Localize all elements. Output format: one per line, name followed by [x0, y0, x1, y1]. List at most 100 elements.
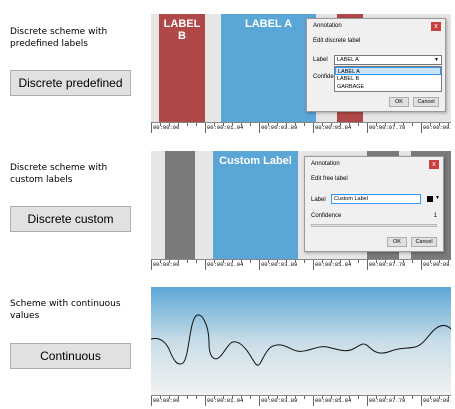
ruler-minor-tick — [403, 123, 404, 126]
ruler-minor-tick — [178, 396, 179, 399]
ruler-minor-tick — [448, 260, 449, 263]
ruler-minor-tick — [358, 260, 359, 263]
tick-label: 00:00:07.78 — [369, 397, 406, 404]
label-select-value: LABEL A — [337, 57, 359, 63]
label-caption: Label — [313, 57, 328, 63]
ruler-minor-tick — [322, 260, 323, 263]
segment-custom-label[interactable]: Custom Label — [213, 151, 298, 259]
dialog-title: Annotation — [313, 23, 342, 29]
confidence-value: 1 — [433, 213, 437, 219]
dialog-subtitle: Edit free label — [311, 176, 348, 182]
ruler-minor-tick — [295, 123, 296, 126]
ruler-minor-tick — [286, 123, 287, 126]
label-caption: Label — [311, 197, 326, 203]
ruler-minor-tick — [295, 396, 296, 399]
row3-description: Scheme with continuous values — [10, 299, 121, 321]
ruler-minor-tick — [385, 260, 386, 263]
tick-label: 00:00:00 — [153, 124, 180, 131]
tick-label: 00:00:01.94 — [207, 124, 244, 131]
ruler-minor-tick — [439, 396, 440, 399]
ruler-minor-tick — [412, 123, 413, 126]
chevron-down-icon[interactable]: ▼ — [435, 195, 440, 201]
custom-label-input[interactable]: Custom Label — [331, 194, 421, 204]
tick-label: 00:00:00 — [153, 397, 180, 404]
tick-label: 00:00:07.78 — [369, 261, 406, 268]
ruler-minor-tick — [196, 396, 197, 399]
discrete-custom-button[interactable]: Discrete custom — [10, 206, 131, 232]
ruler-minor-tick — [277, 396, 278, 399]
ruler-minor-tick — [430, 396, 431, 399]
confidence-slider[interactable] — [311, 224, 437, 227]
tick-label: 00:00:01.94 — [207, 261, 244, 268]
ruler-minor-tick — [403, 396, 404, 399]
close-icon[interactable]: x — [431, 22, 441, 31]
ruler-minor-tick — [241, 123, 242, 126]
ruler-minor-tick — [250, 260, 251, 263]
timeline-ruler[interactable]: 00:00:00 00:00:01.94 00:00:03.89 00:00:0… — [151, 395, 451, 406]
ruler-minor-tick — [223, 260, 224, 263]
discrete-custom-panel[interactable]: Custom Label Annotation x Edit free labe… — [151, 151, 451, 271]
label-select[interactable]: LABEL A ▼ — [334, 55, 442, 65]
close-icon[interactable]: x — [429, 160, 439, 169]
ruler-minor-tick — [349, 123, 350, 126]
ruler-minor-tick — [187, 123, 188, 126]
ruler-minor-tick — [286, 396, 287, 399]
ruler-minor-tick — [394, 260, 395, 263]
ruler-minor-tick — [277, 123, 278, 126]
ruler-minor-tick — [277, 260, 278, 263]
dropdown-option[interactable]: GARBAGE — [337, 84, 365, 90]
ruler-minor-tick — [349, 260, 350, 263]
ruler-minor-tick — [241, 396, 242, 399]
tick-label: 00:00:03.89 — [261, 397, 298, 404]
ruler-minor-tick — [196, 260, 197, 263]
ruler-minor-tick — [214, 396, 215, 399]
tick-label: 00:00:00 — [153, 261, 180, 268]
ruler-minor-tick — [340, 260, 341, 263]
ruler-minor-tick — [439, 123, 440, 126]
ruler-minor-tick — [160, 396, 161, 399]
dropdown-option[interactable]: LABEL A — [335, 67, 441, 75]
ruler-minor-tick — [331, 123, 332, 126]
ruler-minor-tick — [232, 260, 233, 263]
ruler-minor-tick — [214, 260, 215, 263]
continuous-curve — [151, 314, 451, 366]
dropdown-option[interactable]: LABEL B — [337, 76, 360, 82]
tick-label: 00:00:01.94 — [207, 397, 244, 404]
timeline-ruler[interactable]: 00:00:00 00:00:01.94 00:00:03.89 00:00:0… — [151, 122, 451, 133]
ruler-minor-tick — [358, 396, 359, 399]
chevron-down-icon: ▼ — [434, 57, 439, 63]
tick-label: 00:00:09.7 — [423, 124, 451, 131]
ruler-minor-tick — [394, 123, 395, 126]
continuous-track[interactable] — [151, 287, 451, 395]
cancel-button[interactable]: Cancel — [413, 97, 439, 107]
tick-label: 00:00:03.89 — [261, 124, 298, 131]
tick-label: 00:00:09.7 — [423, 261, 451, 268]
discrete-predefined-button[interactable]: Discrete predefined — [10, 70, 131, 96]
color-swatch[interactable] — [427, 196, 433, 202]
timeline-ruler[interactable]: 00:00:00 00:00:01.94 00:00:03.89 00:00:0… — [151, 259, 451, 270]
ruler-minor-tick — [178, 123, 179, 126]
cancel-button[interactable]: Cancel — [411, 237, 437, 247]
segment-gray[interactable] — [165, 151, 195, 259]
ruler-minor-tick — [448, 123, 449, 126]
tick-label: 00:00:05.84 — [315, 124, 352, 131]
ruler-minor-tick — [385, 396, 386, 399]
ruler-minor-tick — [403, 260, 404, 263]
ruler-minor-tick — [304, 396, 305, 399]
confidence-caption: Confidence — [311, 213, 342, 219]
segment-label-b[interactable]: LABEL B — [159, 14, 205, 122]
ruler-minor-tick — [376, 123, 377, 126]
ruler-minor-tick — [322, 123, 323, 126]
confidence-caption: Confide — [313, 74, 334, 80]
ok-button[interactable]: OK — [387, 237, 407, 247]
continuous-panel[interactable]: 00:00:00 00:00:01.94 00:00:03.89 00:00:0… — [151, 287, 451, 407]
discrete-predefined-panel[interactable]: LABEL B LABEL A Annotation x Edit discre… — [151, 14, 451, 134]
segment-label-a[interactable]: LABEL A — [221, 14, 316, 122]
ruler-minor-tick — [304, 260, 305, 263]
continuous-button[interactable]: Continuous — [10, 343, 131, 369]
ruler-minor-tick — [187, 396, 188, 399]
ok-button[interactable]: OK — [389, 97, 409, 107]
ruler-minor-tick — [286, 260, 287, 263]
tick-label: 00:00:03.89 — [261, 261, 298, 268]
ruler-minor-tick — [169, 260, 170, 263]
